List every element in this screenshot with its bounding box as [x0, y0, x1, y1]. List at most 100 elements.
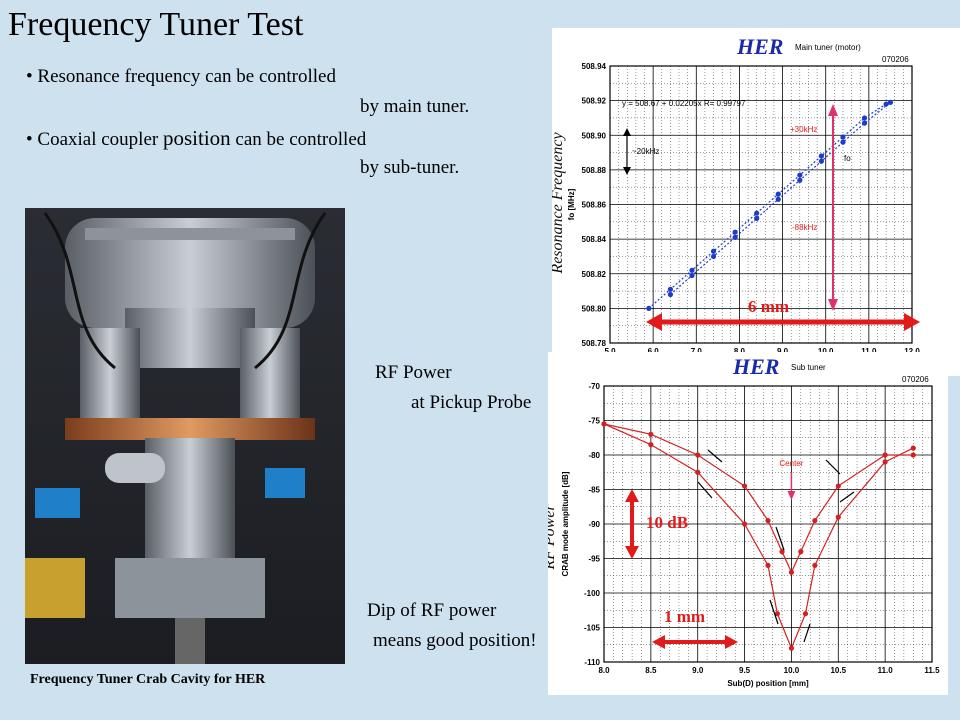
x-tick-label: 8.5: [645, 666, 657, 675]
rf-note-line1: RF Power: [375, 362, 452, 383]
bullet-marker: •: [26, 66, 33, 87]
rf-note-line2: at Pickup Probe: [411, 392, 532, 413]
chart-title: HER: [736, 34, 783, 59]
data-point: [797, 172, 803, 178]
chart-stamp: 070206: [902, 375, 929, 384]
x-tick-label: 9.0: [777, 347, 789, 356]
center-arrow-head: [787, 491, 796, 500]
data-point: [648, 442, 654, 448]
data-point: [689, 272, 695, 279]
step-arrow-head-up: [623, 128, 631, 136]
chart-stamp: 070206: [882, 55, 909, 64]
freq-arrow-head-up: [828, 104, 838, 116]
mm-label: 1 mm: [664, 607, 705, 626]
y-axis-label: CRAB mode amplitude [dB]: [561, 471, 570, 576]
data-point: [774, 611, 780, 617]
db-arrow-head-down: [625, 546, 639, 559]
data-point: [812, 517, 818, 524]
trend-arrow: [775, 526, 785, 551]
data-point: [882, 452, 888, 458]
db-label: 10 dB: [646, 513, 688, 532]
y-tick-label: 508.92: [582, 97, 607, 106]
data-point: [835, 483, 841, 489]
data-point: [779, 549, 785, 555]
data-point: [646, 305, 652, 311]
data-point: [667, 291, 673, 298]
fo-label: fo: [844, 154, 851, 163]
data-point: [775, 191, 781, 197]
up-label: +30kHz: [790, 125, 817, 134]
trend-arrow: [707, 449, 723, 463]
y-tick-label: 508.84: [582, 235, 607, 244]
bullet-2-line1b: position: [162, 126, 231, 150]
data-point: [910, 452, 916, 458]
y-tick-label: 508.80: [582, 304, 607, 313]
data-point: [775, 196, 781, 202]
data-point: [861, 115, 868, 121]
step-arrow-head-down: [623, 167, 631, 175]
data-point: [818, 158, 824, 164]
chart-subtitle: Main tuner (motor): [795, 43, 861, 52]
x-tick-label: 12.0: [904, 347, 920, 356]
x-tick-label: 9.0: [692, 666, 704, 675]
data-point: [788, 569, 795, 575]
data-point: [765, 517, 771, 524]
data-point: [741, 521, 748, 527]
series-line-1: [648, 103, 887, 309]
data-point: [812, 562, 818, 568]
range-arrow-head-left: [646, 313, 662, 331]
fit-equation: y = 508.67 + 0.02205x R= 0.99797: [622, 99, 746, 108]
data-point: [883, 101, 889, 107]
x-tick-label: 8.0: [734, 347, 746, 356]
x-tick-label: 10.0: [818, 347, 834, 356]
data-point: [802, 611, 809, 617]
data-point: [754, 210, 760, 216]
trend-arrow: [769, 599, 779, 625]
data-point: [732, 234, 738, 240]
y-tick-label: 508.86: [582, 201, 607, 210]
x-tick-label: 5.0: [604, 347, 616, 356]
data-point: [840, 139, 846, 145]
y-tick-label: 508.88: [582, 166, 607, 175]
mm-arrow-head-left: [652, 635, 665, 649]
series-line-1: [603, 423, 914, 574]
overlay-axis-label: RF Power: [548, 504, 558, 571]
x-tick-label: 6.0: [648, 347, 660, 356]
slide-title: Frequency Tuner Test: [8, 6, 304, 43]
step-label: ~20kHz: [632, 147, 659, 156]
y-axis-label: fo [MHz]: [567, 188, 576, 220]
data-point: [840, 134, 846, 140]
plot-frame: [609, 65, 913, 344]
data-point: [798, 549, 804, 555]
y-tick-label: 508.90: [582, 131, 607, 140]
data-point: [648, 431, 654, 437]
main-tuner-svg: HER Main tuner (motor) 070206 5.0 6.0 7.0 8.0 9…: [549, 34, 920, 356]
data-point: [818, 153, 824, 159]
bullet-1-line1: Resonance frequency can be controlled: [37, 66, 336, 87]
data-point: [835, 514, 841, 520]
data-point: [695, 469, 701, 475]
y-tick-label: -85: [588, 486, 600, 495]
trend-arrow: [839, 491, 855, 503]
bullet-1: • Resonance frequency can be controlled: [26, 66, 336, 88]
bullet-2-line2: by sub-tuner.: [360, 157, 460, 178]
data-point: [754, 215, 760, 221]
chart-title: HER: [732, 354, 779, 379]
data-point: [601, 421, 607, 427]
data-point: [882, 459, 888, 465]
data-point: [910, 445, 916, 451]
sub-tuner-svg: HER Sub tuner 070206 8.0 8.5 9.0 9.5 10.0 10.5 11…: [541, 354, 940, 688]
freq-arrow-head-down: [828, 299, 838, 311]
sub-tuner-chart: HER Sub tuner 070206 8.0 8.5 9.0 9.5 10.0 10.5 11…: [541, 352, 948, 695]
overlay-axis-label: Resonance Frequency: [552, 132, 566, 275]
data-point: [887, 99, 894, 105]
data-point: [732, 229, 738, 235]
y-tick-label: -90: [588, 520, 600, 529]
plot-frame: [603, 385, 933, 663]
y-tick-label: -105: [584, 624, 601, 633]
data-point: [710, 248, 717, 254]
y-tick-label: -95: [588, 555, 600, 564]
bullet-marker: •: [26, 129, 33, 150]
main-tuner-chart: HER Main tuner (motor) 070206 5.0 6.0 7.0 8.0 9…: [549, 28, 960, 376]
bullet-1-line2: by main tuner.: [360, 96, 470, 117]
